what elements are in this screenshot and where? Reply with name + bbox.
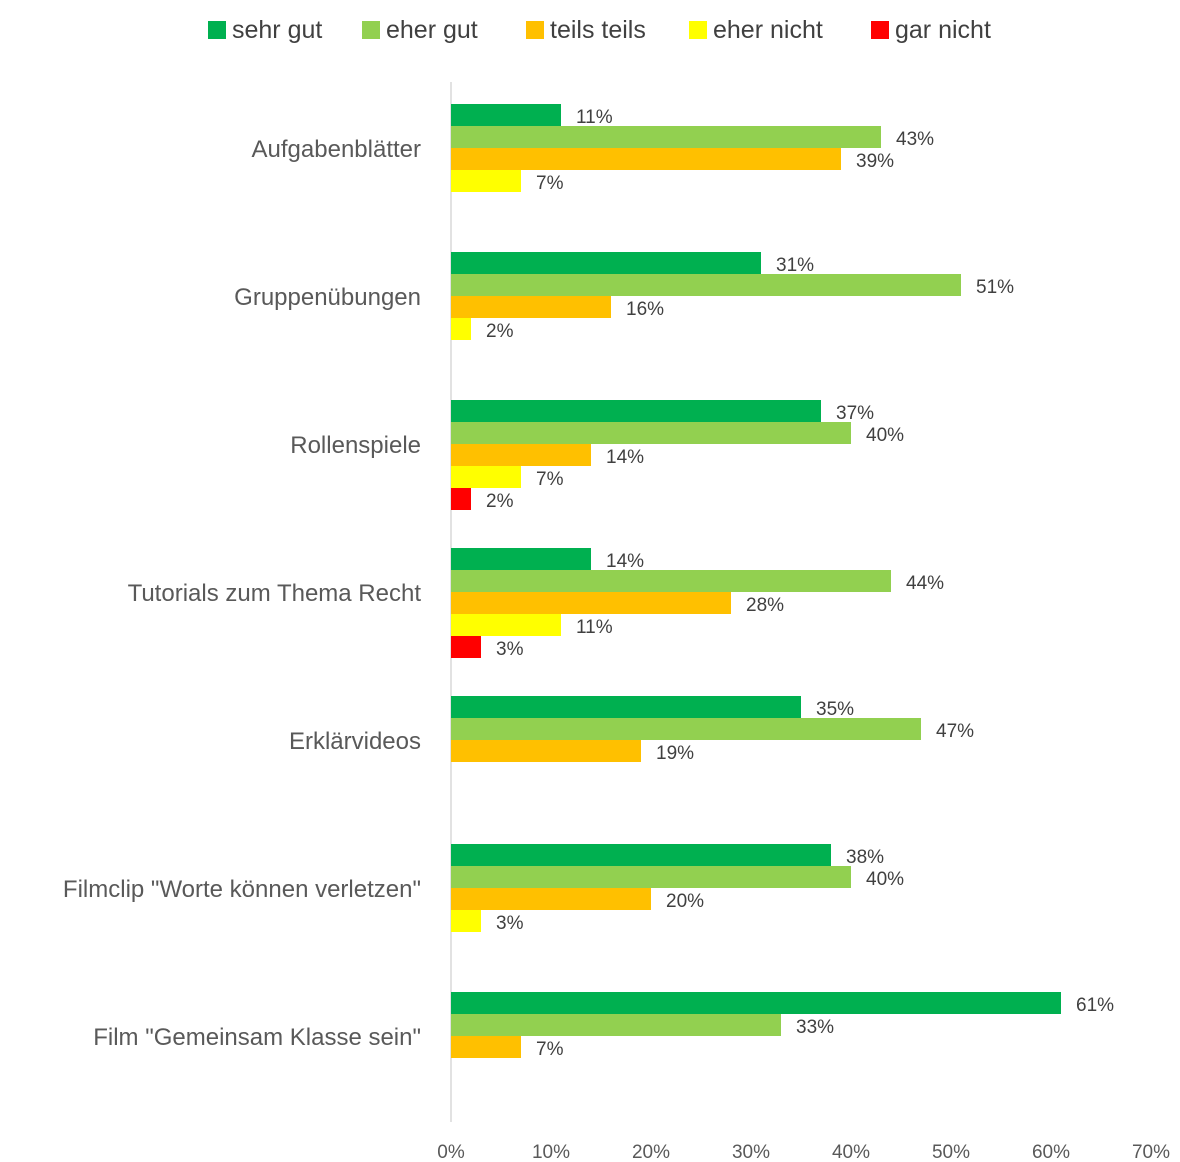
data-label-tutorials-zum-thema-recht-eher-nicht: 11% — [576, 617, 613, 638]
data-label-tutorials-zum-thema-recht-eher-gut: 44% — [906, 573, 944, 594]
bar-tutorials-zum-thema-recht-eher-gut — [451, 570, 891, 592]
x-tick-label-30: 30% — [732, 1142, 770, 1162]
bar-tutorials-zum-thema-recht-teils-teils — [451, 592, 731, 614]
bar-erkl-rvideos-eher-gut — [451, 718, 921, 740]
bar-tutorials-zum-thema-recht-gar-nicht — [451, 636, 481, 658]
x-tick-label-60: 60% — [1032, 1142, 1070, 1162]
data-label-aufgabenbl-tter-eher-gut: 43% — [896, 129, 934, 150]
x-tick-label-0: 0% — [437, 1142, 465, 1162]
category-label-gruppen-bungen: Gruppenübungen — [234, 284, 421, 311]
x-tick-label-50: 50% — [932, 1142, 970, 1162]
x-tick-label-40: 40% — [832, 1142, 870, 1162]
data-label-aufgabenbl-tter-sehr-gut: 11% — [576, 107, 613, 128]
data-label-gruppen-bungen-eher-gut: 51% — [976, 277, 1014, 298]
legend-swatch-eher-nicht — [689, 21, 707, 39]
bar-film-gemeinsam-klasse-sein-eher-gut — [451, 1014, 781, 1036]
bar-gruppen-bungen-teils-teils — [451, 296, 611, 318]
bar-tutorials-zum-thema-recht-sehr-gut — [451, 548, 591, 570]
data-label-rollenspiele-gar-nicht: 2% — [486, 491, 514, 512]
data-label-erkl-rvideos-eher-gut: 47% — [936, 721, 974, 742]
legend-label-gar-nicht: gar nicht — [895, 16, 991, 44]
bar-rollenspiele-eher-nicht — [451, 466, 521, 488]
bar-filmclip-worte-k-nnen-verletzen-sehr-gut — [451, 844, 831, 866]
category-label-erkl-rvideos: Erklärvideos — [289, 728, 421, 755]
x-tick-label-70: 70% — [1132, 1142, 1170, 1162]
bar-aufgabenbl-tter-teils-teils — [451, 148, 841, 170]
bar-tutorials-zum-thema-recht-eher-nicht — [451, 614, 561, 636]
legend-label-teils-teils: teils teils — [550, 16, 646, 44]
data-label-aufgabenbl-tter-teils-teils: 39% — [856, 151, 894, 172]
x-tick-label-20: 20% — [632, 1142, 670, 1162]
legend-label-sehr-gut: sehr gut — [232, 16, 322, 44]
legend-label-eher-gut: eher gut — [386, 16, 478, 44]
category-label-rollenspiele: Rollenspiele — [290, 432, 421, 459]
bar-rollenspiele-teils-teils — [451, 444, 591, 466]
category-label-film-gemeinsam-klasse-sein: Film "Gemeinsam Klasse sein" — [93, 1024, 421, 1051]
data-label-rollenspiele-eher-gut: 40% — [866, 425, 904, 446]
data-label-erkl-rvideos-sehr-gut: 35% — [816, 699, 854, 720]
data-label-gruppen-bungen-sehr-gut: 31% — [776, 255, 814, 276]
data-label-gruppen-bungen-teils-teils: 16% — [626, 299, 664, 320]
legend-swatch-eher-gut — [362, 21, 380, 39]
bar-filmclip-worte-k-nnen-verletzen-eher-nicht — [451, 910, 481, 932]
bar-aufgabenbl-tter-sehr-gut — [451, 104, 561, 126]
category-label-tutorials-zum-thema-recht: Tutorials zum Thema Recht — [128, 580, 422, 607]
data-label-rollenspiele-sehr-gut: 37% — [836, 403, 874, 424]
data-label-filmclip-worte-k-nnen-verletzen-eher-nicht: 3% — [496, 913, 524, 934]
bar-aufgabenbl-tter-eher-nicht — [451, 170, 521, 192]
bar-film-gemeinsam-klasse-sein-teils-teils — [451, 1036, 521, 1058]
category-label-aufgabenbl-tter: Aufgabenblätter — [252, 136, 421, 163]
category-label-filmclip-worte-k-nnen-verletzen: Filmclip "Worte können verletzen" — [63, 876, 421, 903]
data-label-tutorials-zum-thema-recht-sehr-gut: 14% — [606, 551, 644, 572]
data-label-filmclip-worte-k-nnen-verletzen-sehr-gut: 38% — [846, 847, 884, 868]
data-label-film-gemeinsam-klasse-sein-teils-teils: 7% — [536, 1039, 564, 1060]
bar-filmclip-worte-k-nnen-verletzen-teils-teils — [451, 888, 651, 910]
bar-erkl-rvideos-sehr-gut — [451, 696, 801, 718]
data-label-erkl-rvideos-teils-teils: 19% — [656, 743, 694, 764]
bar-rollenspiele-eher-gut — [451, 422, 851, 444]
bar-filmclip-worte-k-nnen-verletzen-eher-gut — [451, 866, 851, 888]
data-label-gruppen-bungen-eher-nicht: 2% — [486, 321, 514, 342]
data-label-film-gemeinsam-klasse-sein-sehr-gut: 61% — [1076, 995, 1114, 1016]
legend-swatch-gar-nicht — [871, 21, 889, 39]
data-label-tutorials-zum-thema-recht-teils-teils: 28% — [746, 595, 784, 616]
data-label-rollenspiele-eher-nicht: 7% — [536, 469, 564, 490]
data-label-filmclip-worte-k-nnen-verletzen-eher-gut: 40% — [866, 869, 904, 890]
bar-rollenspiele-gar-nicht — [451, 488, 471, 510]
bar-film-gemeinsam-klasse-sein-sehr-gut — [451, 992, 1061, 1014]
legend-swatch-teils-teils — [526, 21, 544, 39]
bar-gruppen-bungen-eher-nicht — [451, 318, 471, 340]
data-label-film-gemeinsam-klasse-sein-eher-gut: 33% — [796, 1017, 834, 1038]
bar-gruppen-bungen-eher-gut — [451, 274, 961, 296]
x-tick-label-10: 10% — [532, 1142, 570, 1162]
bar-rollenspiele-sehr-gut — [451, 400, 821, 422]
bar-gruppen-bungen-sehr-gut — [451, 252, 761, 274]
bar-aufgabenbl-tter-eher-gut — [451, 126, 881, 148]
data-label-tutorials-zum-thema-recht-gar-nicht: 3% — [496, 639, 524, 660]
data-label-rollenspiele-teils-teils: 14% — [606, 447, 644, 468]
legend-swatch-sehr-gut — [208, 21, 226, 39]
legend-label-eher-nicht: eher nicht — [713, 16, 823, 44]
bar-erkl-rvideos-teils-teils — [451, 740, 641, 762]
data-label-filmclip-worte-k-nnen-verletzen-teils-teils: 20% — [666, 891, 704, 912]
data-label-aufgabenbl-tter-eher-nicht: 7% — [536, 173, 564, 194]
